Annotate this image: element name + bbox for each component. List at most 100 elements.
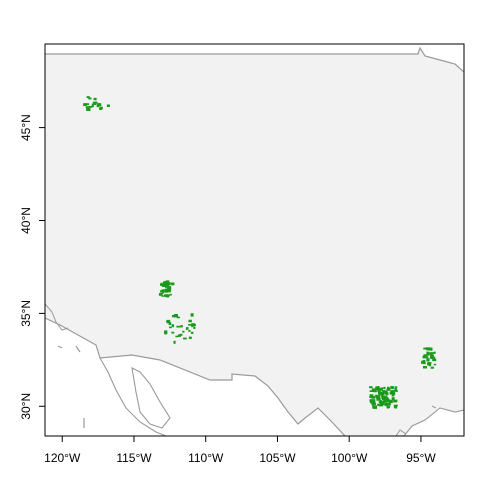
occurrence-point-south-texas [390,386,394,389]
occurrence-point-central-arizona-south [183,337,187,340]
occurrence-point-south-texas [393,389,398,392]
y-tick-label: 45°N [19,114,33,141]
map-frame [44,43,465,437]
occurrence-point-central-arizona-south [168,322,172,326]
occurrence-point-east-texas [431,356,436,360]
occurrence-point-south-texas [390,391,393,395]
occurrence-point-south-texas [381,397,386,401]
occurrence-point-east-texas [425,356,429,359]
occurrence-point-east-texas [431,354,434,358]
occurrence-point-south-texas [377,403,380,406]
occurrence-point-south-texas [377,391,382,395]
occurrence-point-central-arizona-south [180,325,183,328]
occurrence-point-central-arizona-north [167,294,171,297]
us-land-area [45,48,464,436]
occurrence-point-central-arizona-south [179,333,183,336]
occurrence-point-south-texas [371,401,376,404]
occurrence-point-central-arizona-south [182,330,185,333]
occurrence-point-south-texas [392,391,396,395]
occurrence-point-south-texas [386,400,391,403]
occurrence-point-central-arizona-north [164,288,170,292]
occurrence-point-central-arizona-north [164,284,169,288]
occurrence-point-central-arizona-south [173,340,176,344]
gulf-of-california-coast [131,367,171,429]
occurrence-point-south-texas [371,388,376,392]
baja-coastline [99,357,167,436]
occurrence-point-central-arizona-north [165,280,170,284]
occurrence-point-northern-idaho [88,97,92,100]
occurrence-point-south-texas [385,392,389,396]
occurrence-point-east-texas [422,355,427,359]
occurrence-point-central-arizona-north [168,286,172,289]
occurrence-point-central-arizona-south [190,331,194,334]
occurrence-point-south-texas [379,387,383,391]
x-tick-label: 95°W [406,451,436,465]
occurrence-point-central-arizona-south [169,326,172,329]
occurrence-point-central-arizona-south [177,334,181,337]
occurrence-point-east-texas [429,355,433,359]
occurrence-point-south-texas [385,398,390,400]
occurrence-point-northern-idaho [97,103,102,107]
y-axis: 30°N 35°N 40°N 45°N [19,114,45,420]
occurrence-point-south-texas [383,395,387,398]
gulf-coastline [403,407,464,436]
occurrence-point-south-texas [369,399,374,402]
occurrence-point-northern-idaho [85,106,89,108]
occurrence-point-central-arizona-north [158,292,163,296]
occurrence-point-northern-idaho [92,101,97,104]
occurrence-point-central-arizona-south [176,325,181,328]
texas-coast-detail [395,405,437,436]
occurrence-point-south-texas [371,396,376,399]
california-coast [45,303,69,331]
occurrence-point-south-texas [381,395,385,398]
occurrence-point-northern-idaho [91,103,94,108]
x-tick-label: 100°W [331,451,368,465]
occurrence-point-central-arizona-north [170,282,175,286]
occurrence-point-northern-idaho [83,103,87,106]
occurrence-point-south-texas [371,397,376,399]
occurrence-point-northern-idaho [93,97,97,101]
occurrence-points [83,96,437,409]
occurrence-point-east-texas [430,347,433,351]
occurrence-point-east-texas [427,361,430,366]
occurrence-point-central-arizona-south [166,319,171,324]
occurrence-point-east-texas [423,347,427,350]
occurrence-point-central-arizona-north [162,281,165,284]
occurrence-point-northern-idaho [99,106,103,110]
occurrence-point-central-arizona-south [193,323,196,327]
occurrence-point-south-texas [394,386,398,388]
occurrence-point-northern-idaho [106,104,110,107]
occurrence-point-south-texas [376,396,379,399]
occurrence-point-central-arizona-south [185,327,189,330]
occurrence-point-central-arizona-south [175,335,179,338]
occurrence-point-east-texas [425,347,430,350]
occurrence-point-central-arizona-south [188,329,191,332]
canada-border [45,46,464,73]
occurrence-point-central-arizona-south [188,336,192,339]
occurrence-point-south-texas [379,403,384,407]
occurrence-point-east-texas [423,365,427,369]
occurrence-point-south-texas [377,404,382,406]
occurrence-point-east-texas [423,354,427,357]
occurrence-point-east-texas [433,351,436,354]
occurrence-point-central-arizona-south [171,324,174,328]
occurrence-point-central-arizona-south [190,313,194,317]
occurrence-point-northern-idaho [86,96,90,99]
y-tick-label: 35°N [19,300,33,327]
occurrence-point-east-texas [430,366,434,369]
occurrence-point-central-arizona-south [176,316,180,319]
occurrence-point-south-texas [394,405,398,409]
occurrence-point-central-arizona-north [160,282,163,285]
occurrence-point-south-texas [377,389,381,392]
x-tick-label: 105°W [259,451,296,465]
occurrence-point-east-texas [433,363,437,366]
occurrence-point-south-texas [388,402,391,406]
occurrence-point-central-arizona-north [160,290,163,293]
occurrence-point-central-arizona-north [160,283,165,286]
occurrence-point-south-texas [376,397,381,401]
occurrence-point-east-texas [428,362,432,364]
occurrence-point-northern-idaho [88,105,93,108]
occurrence-point-east-texas [426,348,431,351]
occurrence-point-northern-idaho [84,103,90,106]
